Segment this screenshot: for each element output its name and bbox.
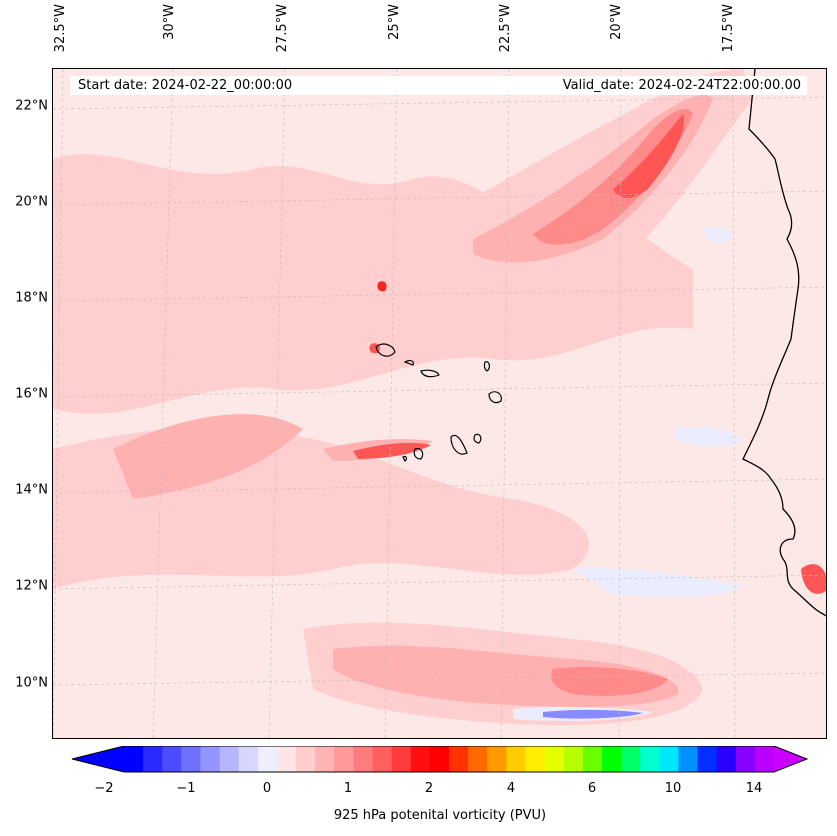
colorbar-segment <box>716 746 737 772</box>
longitude-label: 32.5°W <box>53 4 68 53</box>
colorbar-tick-label: −2 <box>94 781 114 796</box>
gridlines <box>53 69 826 738</box>
colorbar-segment <box>563 746 584 772</box>
colorbar-segment <box>410 746 431 772</box>
colorbar-segment <box>754 746 775 772</box>
longitude-label: 17.5°W <box>721 4 736 53</box>
colorbar-segment <box>601 746 622 772</box>
colorbar-tick-label: 6 <box>587 781 597 796</box>
colorbar-segment <box>659 746 679 772</box>
colorbar-over-arrow <box>774 746 807 772</box>
coastline <box>742 69 826 617</box>
colorbar-segment <box>640 746 660 772</box>
latitude-label: 10°N <box>15 675 48 691</box>
colorbar-segment <box>487 746 507 772</box>
colorbar-segment <box>735 746 756 772</box>
colorbar <box>71 746 809 773</box>
pv-field-pale-blue <box>703 227 733 242</box>
islands <box>375 343 502 462</box>
latitude-label: 20°N <box>15 194 48 210</box>
colorbar-segment <box>238 746 259 772</box>
latitude-label: 22°N <box>15 98 48 114</box>
colorbar-segment <box>372 746 393 772</box>
valid-date-label: Valid_date: 2024-02-24T22:00:00.00 <box>562 78 801 93</box>
colorbar-segment <box>296 746 316 772</box>
colorbar-tick-label: 4 <box>506 781 516 796</box>
colorbar-segment <box>276 746 297 772</box>
colorbar-title: 925 hPa potenital vorticity (PVU) <box>333 808 547 823</box>
colorbar-segment <box>525 746 546 772</box>
colorbar-tick-label: 0 <box>262 781 272 796</box>
colorbar-segment <box>257 746 278 772</box>
colorbar-segment <box>391 746 412 772</box>
colorbar-segment <box>506 746 526 772</box>
colorbar-under-arrow <box>72 746 124 772</box>
colorbar-segment <box>468 746 488 772</box>
colorbar-segment <box>544 746 565 772</box>
pv-field-red <box>353 443 431 459</box>
header-box <box>70 76 807 95</box>
pv-field-pale-blue <box>573 567 743 597</box>
longitude-label: 22.5°W <box>498 4 513 53</box>
colorbar-segment <box>219 746 240 772</box>
pv-field-salmon <box>551 667 668 696</box>
latitude-label: 16°N <box>15 386 48 402</box>
colorbar-segment <box>315 746 335 772</box>
longitude-label: 30°W <box>162 4 177 40</box>
colorbar-segment <box>200 746 221 772</box>
colorbar-tick-label: 10 <box>664 781 682 796</box>
latitude-label: 18°N <box>15 290 48 306</box>
colorbar-outline <box>71 746 809 773</box>
colorbar-segment <box>143 746 163 772</box>
colorbar-segment <box>334 746 354 772</box>
colorbar-segment <box>353 746 374 772</box>
colorbar-segment <box>162 746 182 772</box>
longitude-label: 20°W <box>609 4 624 40</box>
pv-field-red <box>613 114 684 198</box>
colorbar-segment <box>181 746 201 772</box>
longitude-label: 27.5°W <box>275 4 290 53</box>
pv-field-deep-red <box>377 281 387 292</box>
colorbar-tick-label: 14 <box>745 781 763 796</box>
pv-field-pale-blue <box>673 427 743 447</box>
map-panel <box>52 68 827 739</box>
colorbar-segment <box>449 746 469 772</box>
colorbar-segment <box>582 746 603 772</box>
pv-field-blue <box>543 709 643 719</box>
latitude-label: 12°N <box>15 578 48 594</box>
colorbar-segment <box>697 746 718 772</box>
longitude-label: 25°W <box>387 4 402 40</box>
colorbar-tick-label: −1 <box>176 781 196 796</box>
colorbar-tick-label: 1 <box>343 781 353 796</box>
pv-field-salmon <box>533 109 693 245</box>
colorbar-tick-label: 2 <box>424 781 434 796</box>
pv-field-red <box>801 564 826 594</box>
pv-field-medium <box>113 414 303 499</box>
colorbar-segment <box>621 746 641 772</box>
pv-map <box>53 69 826 738</box>
start-date-label: Start date: 2024-02-22_00:00:00 <box>78 78 293 93</box>
latitude-label: 14°N <box>15 482 48 498</box>
colorbar-segment <box>124 746 144 772</box>
colorbar-segment <box>429 746 450 772</box>
colorbar-segment <box>678 746 699 772</box>
